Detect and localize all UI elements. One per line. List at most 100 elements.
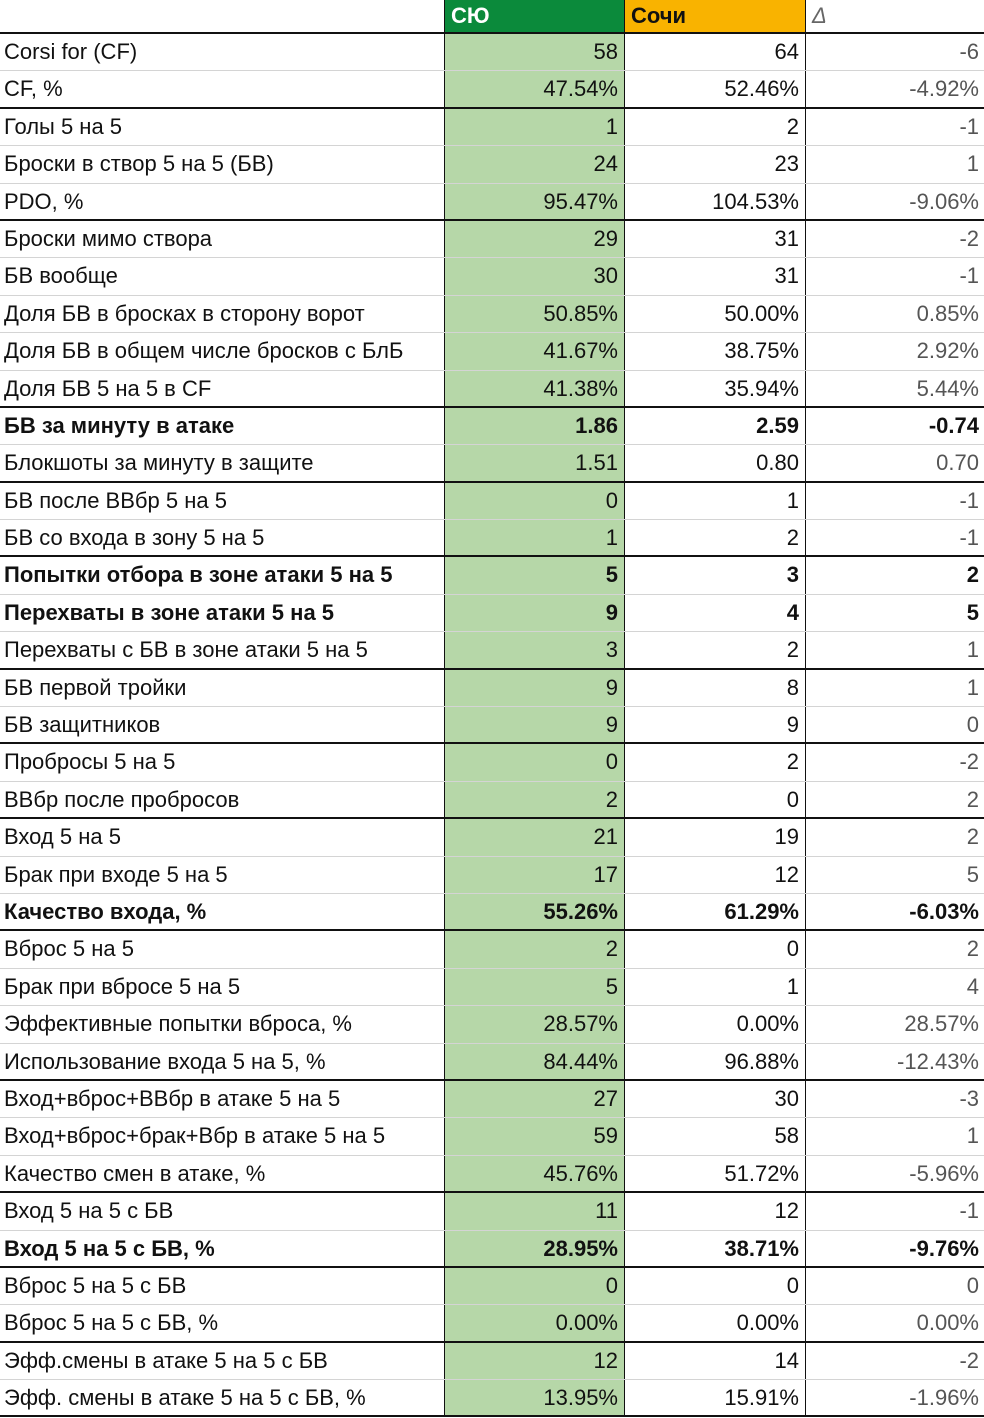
value-cell: -6: [959, 39, 979, 64]
value-cell: 41.67%: [445, 333, 625, 370]
table-row: Вход+вброс+брак+Вбр в атаке 5 на 5 59 58 1: [0, 1118, 984, 1156]
value-cell: 9: [445, 707, 625, 743]
value-cell: 17: [445, 856, 625, 893]
table-row: Вход 5 на 5 с БВ 11 12 -1: [0, 1193, 984, 1231]
value-cell: 0: [445, 744, 625, 781]
value-cell: -1: [959, 525, 979, 551]
value-cell: 1: [966, 674, 979, 700]
value-cell: 0: [966, 1272, 979, 1298]
value-cell: 1: [966, 637, 979, 663]
value-cell: 0.00%: [445, 1305, 625, 1341]
row-label: Брак при входе 5 на 5: [0, 856, 445, 893]
row-label: Попытки отбора в зоне атаки 5 на 5: [0, 557, 445, 594]
value-cell: 0.80: [625, 445, 806, 481]
table-row: CF, % 47.54% 52.46% -4.92%: [0, 71, 984, 109]
row-label: БВ за минуту в атаке: [0, 407, 445, 445]
header-cell: [0, 0, 445, 32]
value-cell: 5: [966, 861, 979, 887]
value-cell: 19: [625, 819, 806, 856]
table-row: БВ первой тройки 9 8 1: [0, 669, 984, 708]
value-cell: 58: [445, 34, 625, 71]
value-cell: 55.26%: [445, 893, 625, 930]
value-cell: 8: [625, 669, 806, 707]
value-cell: 2: [966, 824, 979, 850]
value-cell: 35.94%: [625, 370, 806, 406]
table-row: Эффективные попытки вброса, % 28.57% 0.00%…: [0, 1006, 984, 1044]
table-row: Качество входа, % 55.26% 61.29% -6.03%: [0, 893, 984, 932]
table-row: Голы 5 на 5 1 2 -1: [0, 108, 984, 147]
row-label: БВ защитников: [0, 707, 445, 743]
value-cell: 0: [625, 1267, 806, 1305]
row-label: Вброс 5 на 5 с БВ: [0, 1267, 445, 1305]
value-cell: 0.85%: [916, 300, 979, 326]
value-cell: 3: [445, 632, 625, 668]
value-cell: -3: [959, 1085, 979, 1111]
value-cell: 12: [625, 856, 806, 893]
row-label: Вход 5 на 5 с БВ: [0, 1193, 445, 1230]
value-cell: 5: [966, 599, 979, 625]
value-cell: 1.51: [445, 445, 625, 481]
table-row: Блокшоты за минуту в защите 1.51 0.80 0.70: [0, 445, 984, 483]
row-label: Пробросы 5 на 5: [0, 744, 445, 781]
row-label: Блокшоты за минуту в защите: [0, 445, 445, 481]
value-cell: 5: [445, 557, 625, 594]
value-cell: 31: [625, 220, 806, 258]
value-cell: 50.00%: [625, 295, 806, 333]
table-row: Брак при входе 5 на 5 17 12 5: [0, 856, 984, 894]
value-cell: 95.47%: [445, 183, 625, 219]
value-cell: 23: [625, 146, 806, 183]
table-row: Эфф.смены в атаке 5 на 5 с БВ 12 14 -2: [0, 1342, 984, 1381]
value-cell: 58: [625, 1118, 806, 1155]
table-row: Доля БВ 5 на 5 в CF 41.38% 35.94% 5.44%: [0, 370, 984, 408]
value-cell: 0: [445, 482, 625, 520]
value-cell: 51.72%: [625, 1155, 806, 1192]
value-cell: 5.44%: [916, 375, 979, 401]
table-row: Corsi for (CF) 58 64 -6: [0, 34, 984, 72]
table-row: БВ со входа в зону 5 на 5 1 2 -1: [0, 520, 984, 558]
value-cell: 2: [625, 744, 806, 781]
row-label: Эфф.смены в атаке 5 на 5 с БВ: [0, 1342, 445, 1380]
table-row: БВ после ВВбр 5 на 5 0 1 -1: [0, 482, 984, 521]
table-row: Доля БВ в общем числе бросков с БлБ 41.67…: [0, 333, 984, 371]
value-cell: 28.95%: [445, 1230, 625, 1266]
value-cell: 5: [445, 968, 625, 1006]
value-cell: 9: [625, 707, 806, 743]
value-cell: 28.57%: [904, 1011, 979, 1037]
row-label: Перехваты в зоне атаки 5 на 5: [0, 594, 445, 632]
value-cell: -2: [959, 225, 979, 251]
row-label: Брак при вбросе 5 на 5: [0, 968, 445, 1006]
table-row: Вброс 5 на 5 с БВ, % 0.00% 0.00% 0.00%: [0, 1305, 984, 1343]
table-row: Вброс 5 на 5 с БВ 0 0 0: [0, 1267, 984, 1306]
value-cell: 59: [445, 1118, 625, 1155]
row-label: ВВбр после пробросов: [0, 781, 445, 818]
row-label: Эффективные попытки вброса, %: [0, 1006, 445, 1043]
row-label: PDO, %: [0, 183, 445, 219]
table-row: БВ вообще 30 31 -1: [0, 258, 984, 296]
value-cell: 21: [445, 819, 625, 856]
row-label: Броски в створ 5 на 5 (БВ): [0, 146, 445, 183]
table-row: Эфф. смены в атаке 5 на 5 с БВ, % 13.95% 1…: [0, 1380, 984, 1418]
value-cell: 2: [445, 931, 625, 968]
table-row: Броски в створ 5 на 5 (БВ) 24 23 1: [0, 146, 984, 184]
row-label: Доля БВ 5 на 5 в CF: [0, 370, 445, 406]
table-row: ВВбр после пробросов 2 0 2: [0, 781, 984, 820]
value-cell: 2: [966, 936, 979, 962]
table-row: Вход+вброс+ВВбр в атаке 5 на 5 27 30 -3: [0, 1080, 984, 1119]
value-cell: 45.76%: [445, 1155, 625, 1192]
table-row: Использование входа 5 на 5, % 84.44% 96.88…: [0, 1043, 984, 1081]
value-cell: 1.86: [445, 407, 625, 445]
table-row: Вход 5 на 5 21 19 2: [0, 819, 984, 857]
table-row: Качество смен в атаке, % 45.76% 51.72% -5.9…: [0, 1155, 984, 1194]
header-row: СЮ Сочи Δ: [0, 0, 984, 34]
header-cell: Δ: [812, 3, 827, 28]
value-cell: 52.46%: [625, 71, 806, 107]
value-cell: 1: [625, 482, 806, 520]
value-cell: -1: [959, 487, 979, 513]
table-row: Доля БВ в бросках в сторону ворот 50.85% 5…: [0, 295, 984, 334]
value-cell: 0: [625, 781, 806, 818]
value-cell: 104.53%: [625, 183, 806, 219]
value-cell: 0.70: [936, 450, 979, 476]
value-cell: -6.03%: [909, 898, 979, 924]
